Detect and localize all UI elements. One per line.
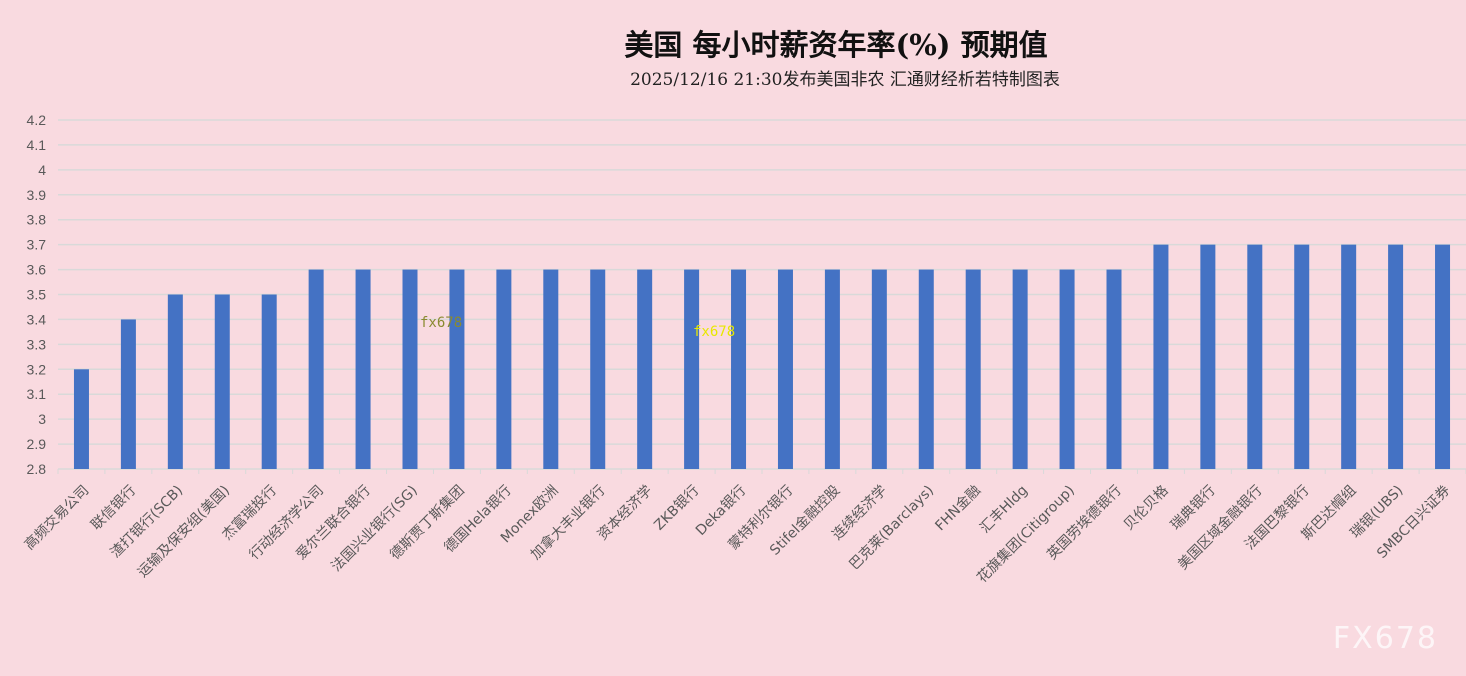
x-tick-label: 巴克莱(Barclays) (846, 483, 937, 574)
bar (871, 269, 887, 469)
y-tick-label: 3 (38, 411, 46, 427)
bar (1200, 244, 1216, 469)
y-tick-label: 3.2 (27, 361, 47, 377)
y-tick-label: 3.8 (27, 212, 47, 228)
y-tick-label: 4 (38, 162, 46, 178)
bar (965, 269, 981, 469)
bar (120, 319, 136, 469)
watermark: fx678 (420, 315, 463, 331)
bar (684, 269, 700, 469)
bar (1294, 244, 1310, 469)
x-tick-label: 贝伦贝格 (1121, 483, 1172, 534)
y-tick-label: 4.1 (27, 137, 47, 153)
bar (402, 269, 418, 469)
bar (824, 269, 840, 469)
bar (73, 369, 89, 469)
bar (449, 269, 465, 469)
bar (777, 269, 793, 469)
y-tick-label: 2.9 (27, 436, 47, 452)
bar (1341, 244, 1357, 469)
y-tick-label: 4.2 (27, 112, 47, 128)
bar (1106, 269, 1122, 469)
bar (308, 269, 324, 469)
bar (918, 269, 934, 469)
chart-title: 美国 每小时薪资年率(%) 预期值 (624, 28, 1048, 62)
bar (261, 294, 277, 469)
bar (214, 294, 230, 469)
bar (496, 269, 512, 469)
y-tick-label: 3.1 (27, 386, 47, 402)
chart-subtitle: 2025/12/16 21:30发布美国非农 汇通财经析若特制图表 (630, 70, 1060, 90)
watermark-logo: FX678 (1332, 621, 1438, 656)
bar (1012, 269, 1028, 469)
bar (1059, 269, 1075, 469)
y-tick-label: 3.9 (27, 187, 47, 203)
x-tick-label: 美国区域金融银行 (1175, 483, 1266, 574)
y-tick-label: 3.3 (27, 336, 47, 352)
y-tick-label: 3.5 (27, 287, 47, 303)
y-tick-label: 3.7 (27, 237, 47, 253)
bar (637, 269, 653, 469)
bar (590, 269, 606, 469)
bar (355, 269, 371, 469)
x-tick-label: FHN金融 (932, 483, 984, 535)
bar (1247, 244, 1263, 469)
bar (731, 269, 747, 469)
y-tick-label: 3.6 (27, 262, 47, 278)
bar (167, 294, 183, 469)
bar (1153, 244, 1169, 469)
bar (543, 269, 559, 469)
watermark: fx678 (693, 324, 736, 340)
y-tick-label: 3.4 (27, 311, 47, 327)
x-tick-label: 法国兴业银行(SG) (328, 483, 420, 575)
bar (1388, 244, 1404, 469)
y-tick-label: 2.8 (27, 461, 47, 477)
x-tick-label: 高频交易公司 (21, 482, 92, 553)
bar (1435, 244, 1451, 469)
